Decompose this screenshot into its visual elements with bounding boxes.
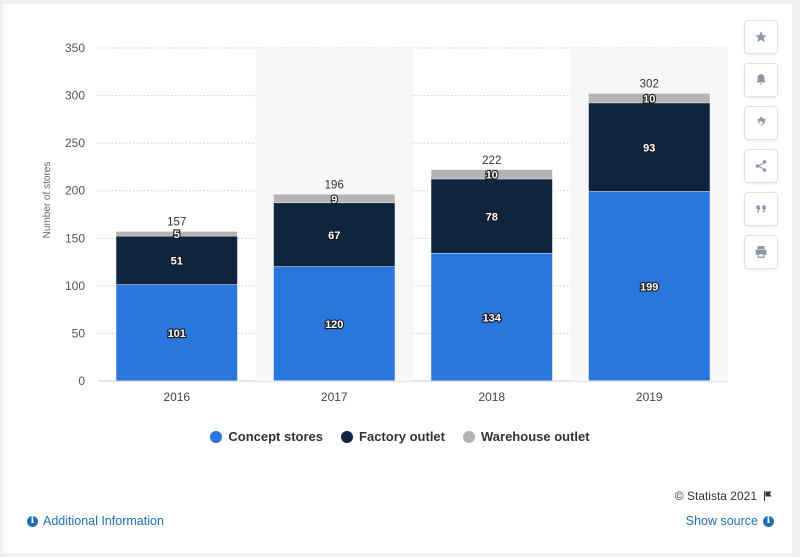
- legend-marker: [210, 430, 223, 443]
- bar-segment: [588, 103, 710, 192]
- data-label: 199: [640, 281, 658, 293]
- y-axis-ticks: 0 50 100 150 200 250 300 350: [65, 41, 85, 388]
- favorite-button[interactable]: [744, 20, 778, 54]
- bar-segment: [273, 266, 395, 381]
- legend-label: Warehouse outlet: [481, 429, 590, 444]
- bell-icon: [756, 74, 766, 85]
- data-label: 78: [486, 211, 498, 223]
- bar-segment: [116, 236, 238, 285]
- y-tick-label: 350: [65, 41, 85, 55]
- data-label: 51: [171, 256, 183, 268]
- legend-label: Factory outlet: [359, 429, 445, 444]
- legend-item-warehouse-outlet[interactable]: Warehouse outlet: [463, 429, 590, 444]
- notification-button[interactable]: [744, 63, 778, 97]
- data-label: 9: [331, 194, 337, 206]
- share-button[interactable]: [744, 149, 778, 183]
- share-icon: [755, 160, 767, 172]
- x-tick-label: 2017: [321, 390, 348, 404]
- credits[interactable]: © Statista 2021: [675, 489, 774, 503]
- credits-text: © Statista 2021: [674, 489, 757, 503]
- total-label: 222: [482, 155, 501, 167]
- bar-segment: [116, 284, 238, 381]
- bar-segment: [431, 179, 553, 254]
- bar-segment: [588, 191, 710, 381]
- info-icon: i: [763, 515, 774, 527]
- data-label: 5: [174, 229, 180, 241]
- legend-item-factory-outlet[interactable]: Factory outlet: [341, 429, 445, 444]
- y-tick-label: 200: [65, 184, 85, 198]
- data-label: 10: [486, 170, 498, 182]
- bar-segment: [273, 194, 395, 203]
- x-tick-label: 2018: [478, 390, 505, 404]
- additional-information-label: Additional Information: [43, 514, 164, 528]
- show-source-link[interactable]: Show source i: [686, 514, 774, 528]
- legend-item-concept-stores[interactable]: Concept stores: [210, 429, 323, 444]
- total-label: 302: [640, 79, 659, 91]
- settings-button[interactable]: [744, 106, 778, 140]
- y-tick-label: 100: [65, 279, 85, 293]
- y-tick-label: 250: [65, 136, 85, 150]
- quote-icon: [756, 205, 766, 213]
- data-label: 10: [643, 93, 655, 105]
- data-label: 93: [643, 142, 655, 154]
- show-source-label: Show source: [685, 514, 758, 528]
- data-label: 134: [483, 312, 502, 324]
- bar-segment: [588, 93, 710, 103]
- bar-segment: [431, 169, 553, 179]
- print-button[interactable]: [744, 235, 778, 269]
- x-tick-label: 2016: [163, 390, 190, 404]
- total-label: 157: [167, 217, 186, 229]
- y-tick-label: 0: [78, 374, 85, 388]
- data-label: 120: [325, 319, 343, 331]
- toolbar: [744, 20, 782, 278]
- y-tick-label: 150: [65, 231, 85, 245]
- print-icon: [755, 246, 767, 258]
- star-icon: [755, 31, 767, 43]
- legend-label: Concept stores: [228, 429, 324, 444]
- legend: Concept stores Factory outlet Warehouse …: [0, 429, 800, 444]
- legend-marker: [463, 430, 475, 443]
- y-tick-label: 50: [72, 326, 86, 340]
- bar-segment: [116, 231, 238, 236]
- total-label: 196: [325, 180, 344, 192]
- bar-segment: [273, 203, 395, 267]
- legend-marker: [341, 430, 354, 443]
- x-tick-label: 2019: [636, 390, 663, 404]
- x-axis-ticks: 2016 2017 2018 2019: [163, 390, 663, 404]
- bar-segment: [431, 253, 553, 381]
- additional-information-link[interactable]: i Additional Information: [27, 514, 164, 528]
- data-label: 67: [328, 230, 340, 242]
- data-label: 101: [168, 328, 186, 340]
- cite-button[interactable]: [744, 192, 778, 226]
- gear-icon: [757, 117, 766, 126]
- info-icon: i: [27, 515, 38, 527]
- flag-icon: [764, 491, 772, 501]
- y-tick-label: 300: [65, 89, 85, 103]
- y-axis-label: Number of stores: [42, 162, 53, 239]
